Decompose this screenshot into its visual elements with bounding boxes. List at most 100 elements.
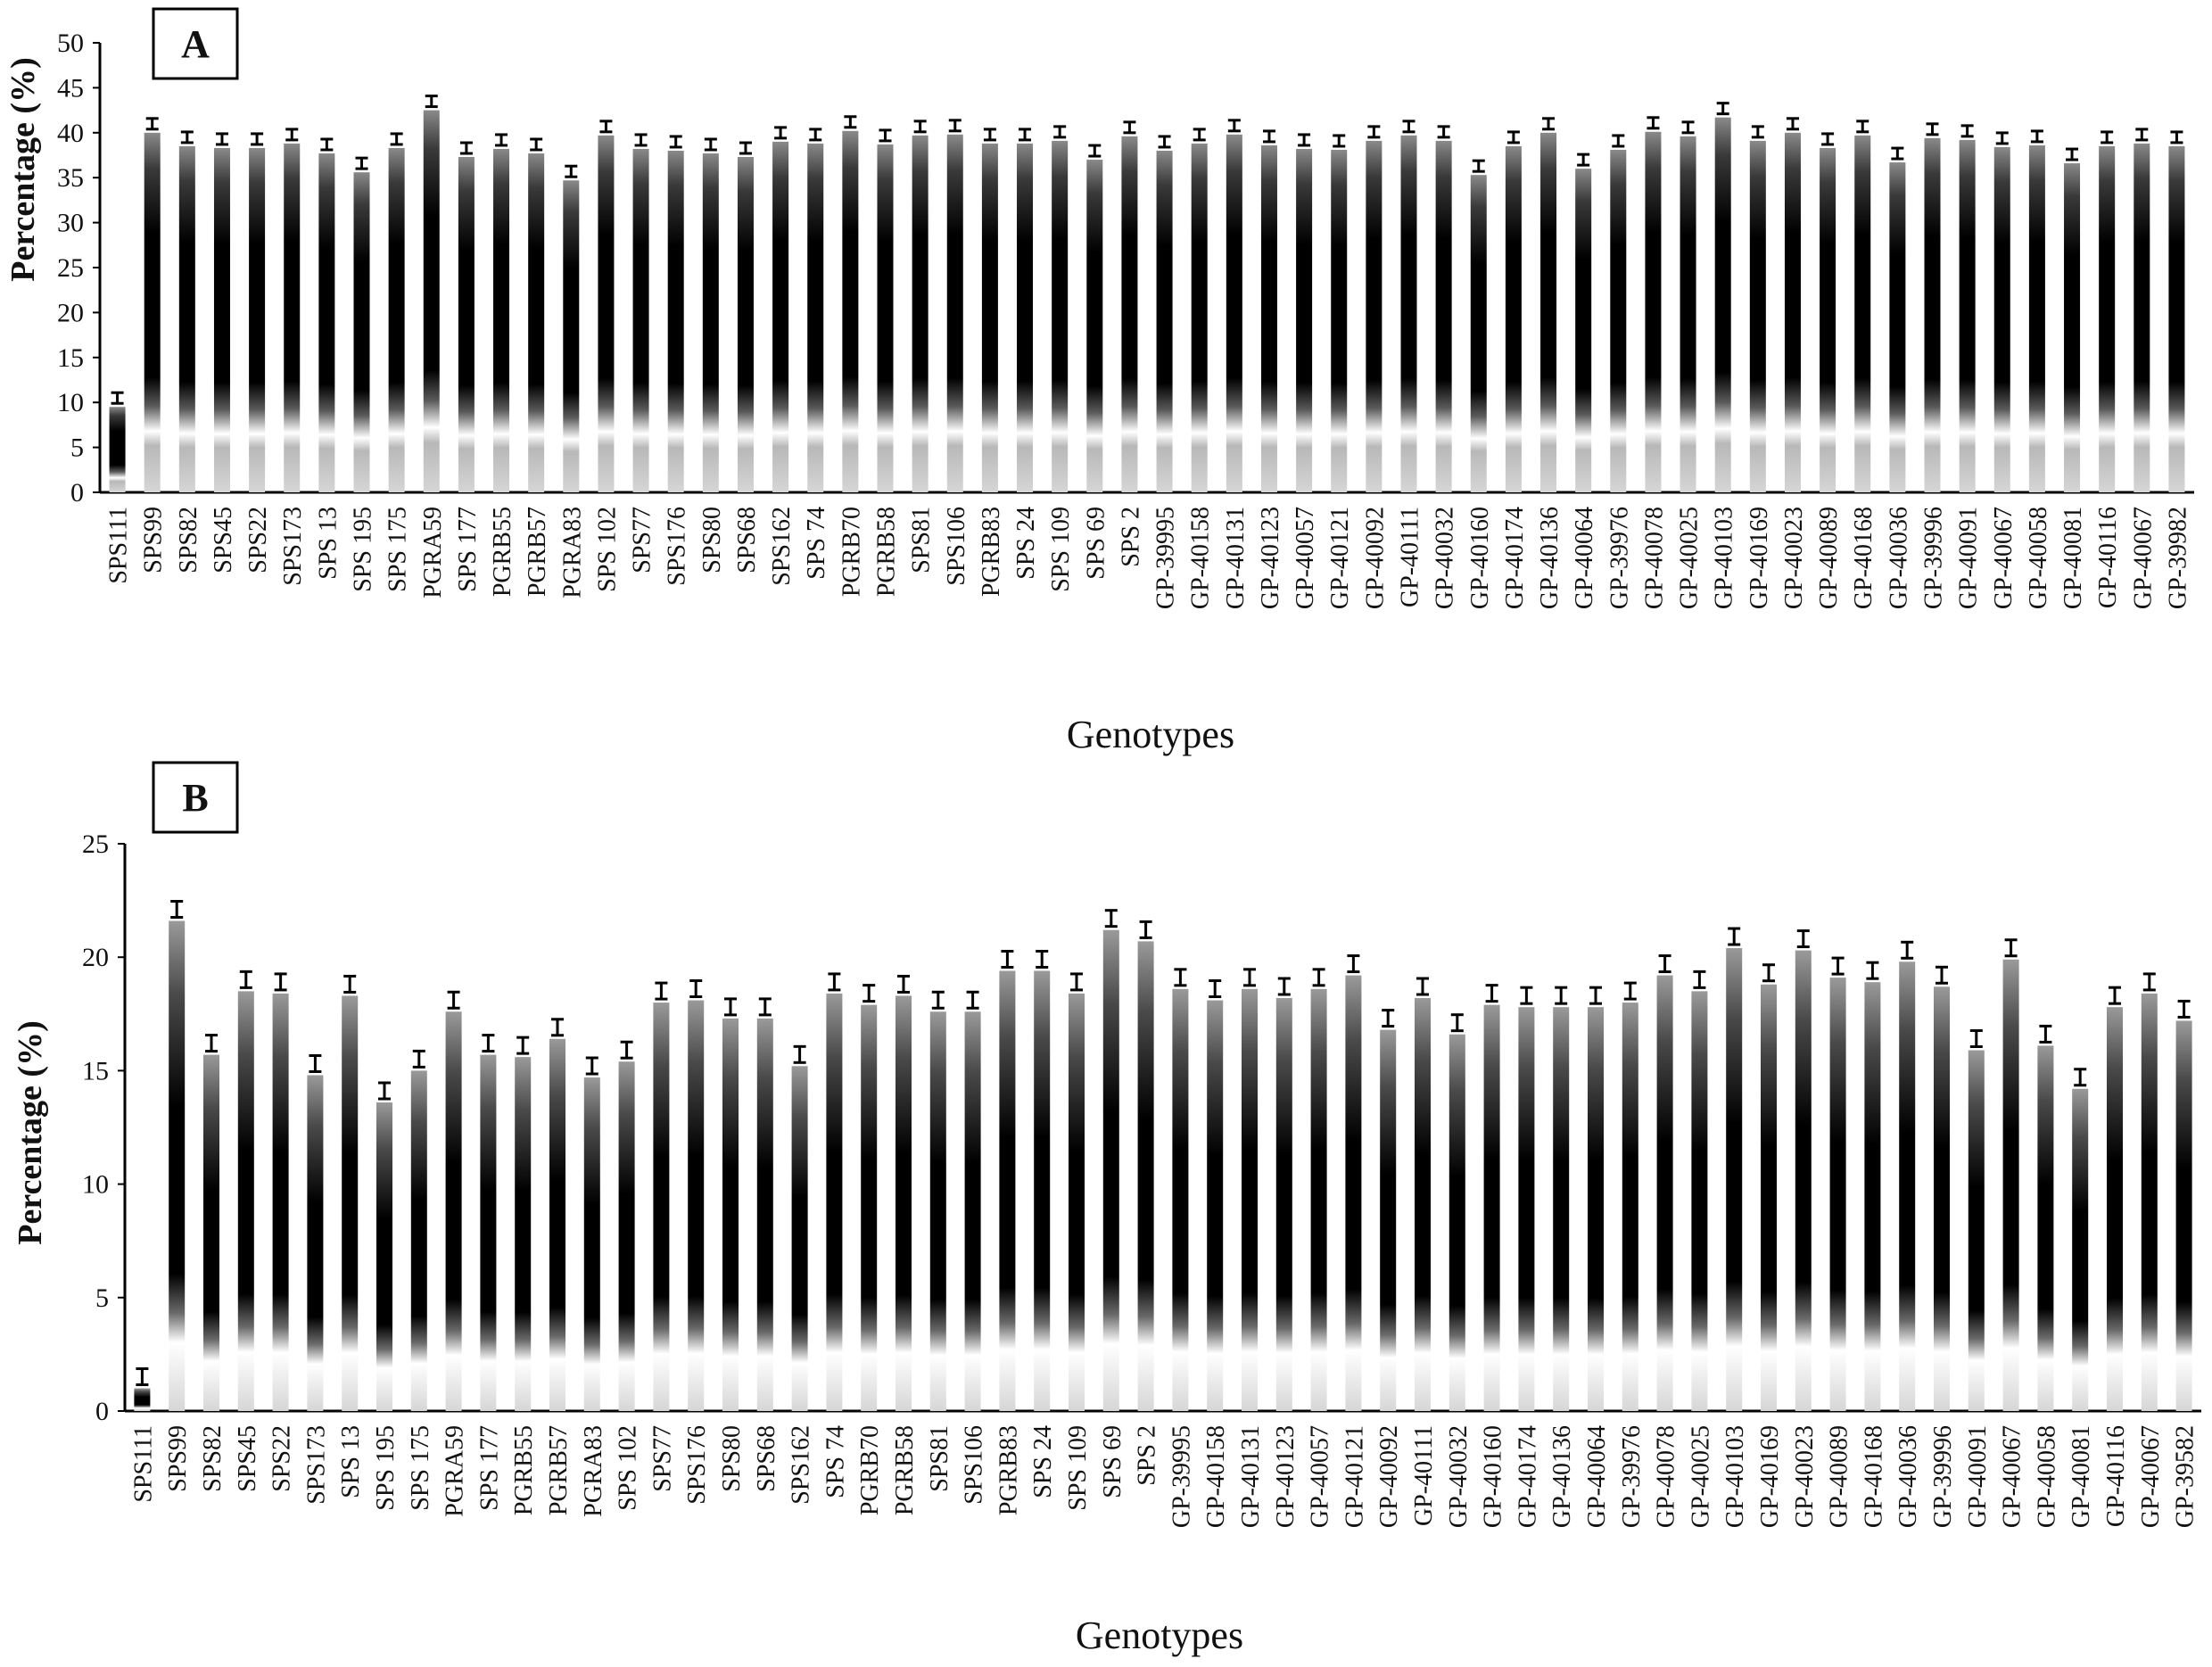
error-bar-57 (2074, 1068, 2087, 1087)
bar-50 (1829, 978, 1846, 1411)
bar-21 (826, 993, 843, 1411)
x-category-label: GP-39976 (1605, 507, 1633, 609)
error-bar-9 (390, 132, 403, 146)
error-bar-45 (1658, 954, 1671, 974)
y-tick-label: 45 (57, 73, 84, 103)
error-bar-3 (205, 1034, 218, 1053)
error-bar-59 (2135, 128, 2149, 142)
bar-6 (307, 1075, 324, 1411)
x-category-label: GP-40158 (1202, 1425, 1230, 1528)
error-bar-26 (1001, 949, 1014, 969)
bar-47 (1726, 948, 1743, 1411)
bar-48 (1749, 140, 1766, 492)
y-tick-label: 30 (57, 209, 84, 238)
error-bar-10 (425, 95, 438, 109)
x-category-label: SPS45 (210, 507, 237, 574)
error-bar-37 (1382, 1009, 1395, 1028)
bar-26 (981, 143, 998, 492)
bar-43 (1588, 1007, 1604, 1411)
x-category-label: PGRB70 (838, 507, 865, 597)
bar-58 (2107, 1007, 2123, 1411)
bar-36 (1331, 149, 1348, 492)
x-category-label: GP-40116 (2102, 1425, 2130, 1527)
bar-43 (1575, 169, 1592, 492)
error-bar-23 (897, 974, 910, 994)
x-category-label: GP-40169 (1746, 507, 1773, 609)
y-tick-label: 50 (57, 29, 84, 58)
panel-a-x-axis-label: Genotypes (1067, 713, 1234, 756)
x-category-label: SPS 74 (821, 1425, 849, 1498)
x-category-label: SPS 175 (384, 507, 412, 592)
bar-18 (702, 153, 719, 492)
x-category-label: SPS 74 (803, 507, 830, 580)
bar-54 (1968, 1050, 1985, 1411)
error-bar-5 (274, 972, 287, 992)
error-bar-54 (1969, 1029, 1983, 1049)
error-bar-43 (1589, 986, 1602, 1005)
x-category-label: PGRB58 (891, 1425, 919, 1515)
panel-a-bars: SPS111 SPS99 SPS82 SPS45 SPS22 SPS173 SPS 13 SP… (105, 95, 2191, 609)
error-bar-60 (2170, 130, 2183, 144)
error-bar-27 (1036, 949, 1049, 969)
x-category-label: PGRB57 (545, 1425, 573, 1515)
error-bar-16 (655, 981, 668, 1001)
y-tick-label: 40 (57, 119, 84, 148)
bar-53 (1934, 986, 1950, 1411)
x-category-label: SPS22 (268, 1425, 296, 1492)
error-bar-28 (1070, 972, 1083, 992)
bar-49 (1795, 950, 1812, 1411)
error-bar-24 (913, 120, 927, 134)
error-bar-58 (2101, 130, 2114, 144)
bar-10 (445, 1011, 462, 1411)
error-bar-59 (2142, 972, 2156, 992)
bar-46 (1680, 136, 1696, 492)
x-category-label: SPS 24 (1029, 1425, 1057, 1498)
x-category-label: GP-40136 (1548, 1425, 1576, 1528)
x-category-label: GP-40103 (1721, 1425, 1749, 1528)
error-bar-11 (459, 141, 473, 155)
bar-45 (1656, 975, 1673, 1411)
error-bar-32 (1193, 128, 1206, 142)
error-bar-15 (599, 120, 613, 134)
error-bar-2 (145, 117, 159, 131)
bar-16 (653, 1003, 670, 1411)
error-bar-55 (1995, 131, 2009, 145)
bar-44 (1622, 1003, 1638, 1411)
bar-59 (2141, 993, 2158, 1411)
x-category-label: GP-40111 (1410, 1425, 1438, 1526)
bar-22 (861, 1004, 878, 1411)
error-bar-17 (669, 135, 682, 149)
bar-12 (515, 1057, 532, 1411)
x-category-label: GP-40078 (1640, 507, 1668, 609)
bar-20 (772, 141, 789, 492)
error-bar-6 (285, 128, 299, 142)
bar-33 (1242, 988, 1258, 1411)
bar-29 (1086, 160, 1103, 493)
y-tick-label: 15 (57, 343, 84, 373)
error-bar-20 (774, 126, 788, 140)
error-bar-40 (1472, 159, 1485, 173)
error-bar-16 (634, 133, 648, 147)
x-category-label: GP-40081 (2068, 1425, 2095, 1528)
error-bar-39 (1437, 125, 1450, 139)
bar-16 (632, 148, 649, 492)
x-category-label: GP-40067 (1999, 1425, 2026, 1528)
error-bar-41 (1520, 986, 1533, 1005)
bar-26 (999, 970, 1016, 1411)
error-bar-14 (585, 1056, 598, 1076)
bar-40 (1483, 1004, 1500, 1411)
error-bar-44 (1612, 134, 1625, 148)
x-category-label: PGRA83 (580, 1425, 607, 1517)
error-bar-36 (1333, 134, 1346, 148)
bar-20 (791, 1066, 808, 1411)
x-category-label: SPS82 (199, 1425, 227, 1492)
y-tick-label: 5 (70, 433, 84, 463)
x-category-label: GP-40067 (2137, 1425, 2165, 1528)
x-category-label: GP-40057 (1292, 507, 1319, 609)
bar-28 (1069, 993, 1085, 1411)
panel-b-label: B (182, 776, 208, 820)
error-bar-31 (1158, 135, 1171, 149)
bar-58 (2099, 145, 2116, 493)
error-bar-4 (215, 132, 228, 146)
error-bar-34 (1262, 129, 1275, 144)
